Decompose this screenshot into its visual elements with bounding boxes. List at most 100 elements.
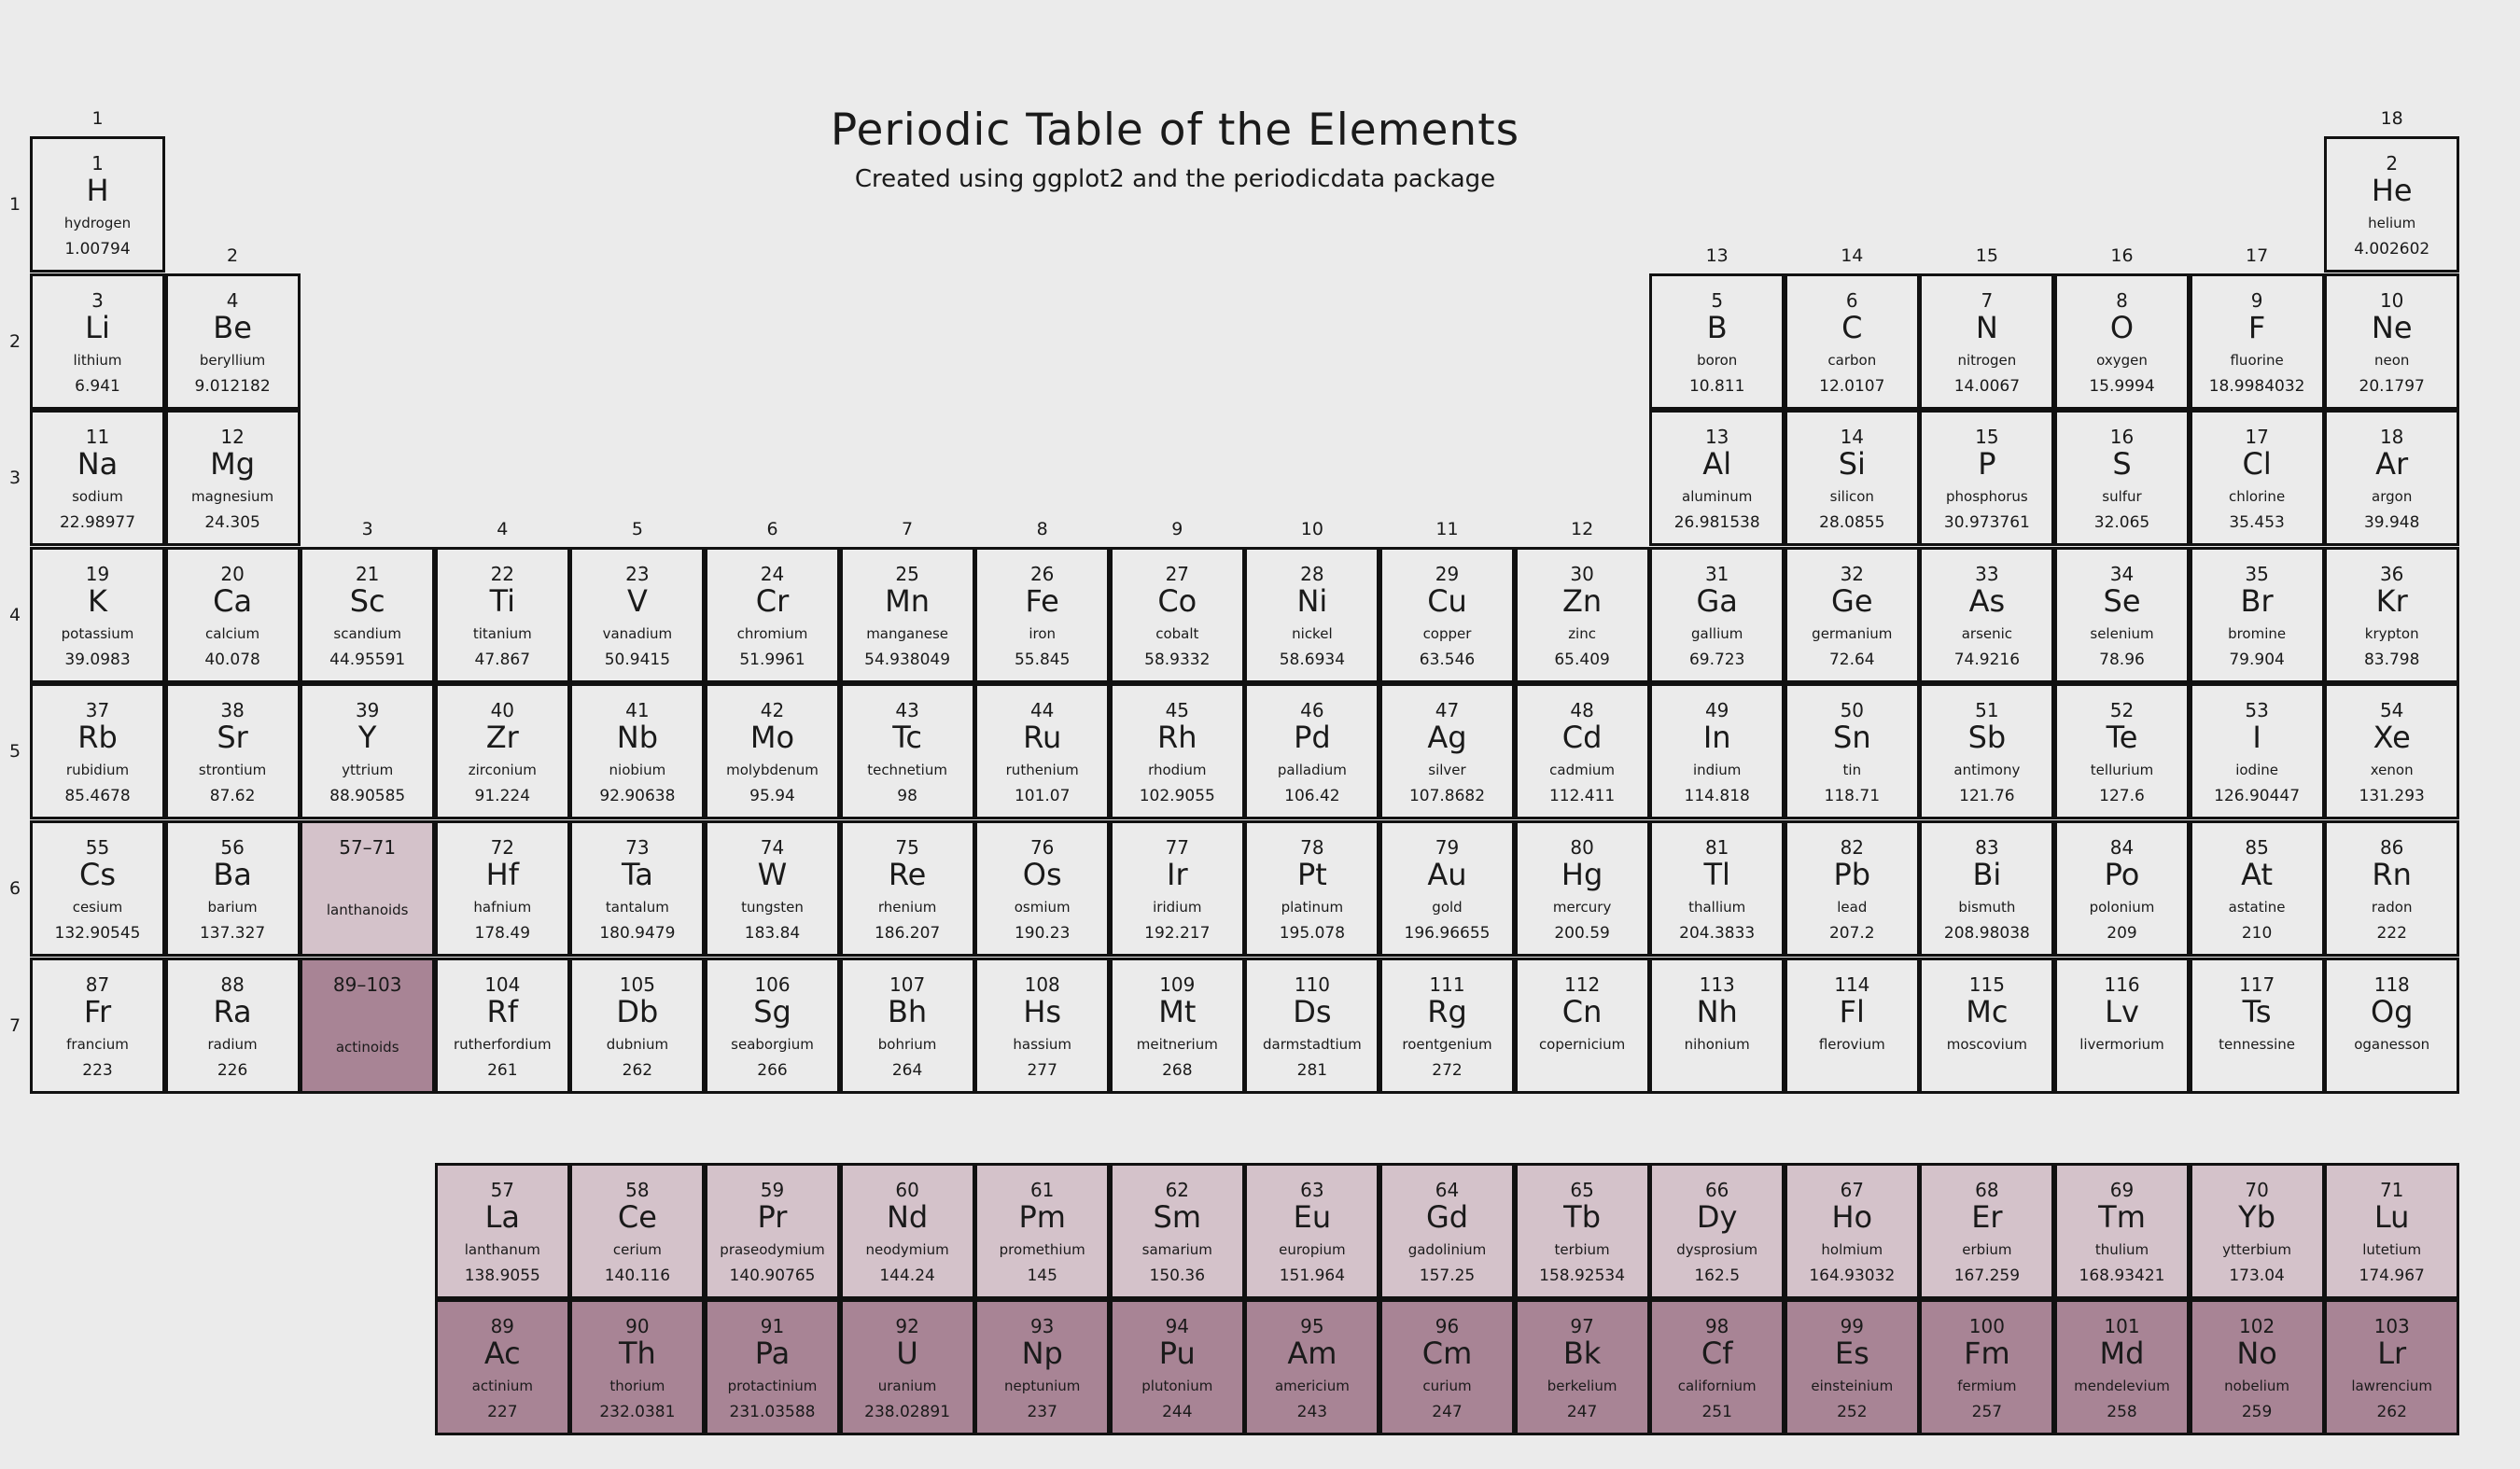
atomic-number: 85 — [2245, 836, 2269, 859]
atomic-weight: 247 — [1566, 1403, 1598, 1421]
atomic-number: 27 — [1165, 562, 1190, 585]
element-cell-plutonium: 94 Pu plutonium 244 — [1109, 1299, 1245, 1435]
element-name: copper — [1422, 624, 1472, 642]
element-cell-tellurium: 52 Te tellurium 127.6 — [2054, 683, 2190, 820]
element-cell-bromine: 35 Br bromine 79.904 — [2189, 546, 2325, 683]
atomic-number: 33 — [1975, 562, 1999, 585]
element-cell-erbium: 68 Er erbium 167.259 — [1919, 1163, 2055, 1299]
group-label-8: 8 — [1036, 518, 1048, 539]
element-cell-manganese: 25 Mn manganese 54.938049 — [839, 546, 975, 683]
atomic-number: 57–71 — [339, 836, 397, 859]
element-cell-cerium: 58 Ce cerium 140.116 — [569, 1163, 706, 1299]
element-name: flerovium — [1818, 1035, 1885, 1053]
atomic-weight: 35.453 — [2229, 513, 2285, 533]
element-symbol: Ge — [1831, 582, 1873, 619]
atomic-number: 44 — [1029, 699, 1055, 722]
element-cell-palladium: 46 Pd palladium 106.42 — [1244, 683, 1380, 820]
element-cell-tin: 50 Sn tin 118.71 — [1784, 683, 1920, 820]
element-symbol: Mc — [1966, 993, 2009, 1029]
element-symbol: Lr — [2377, 1336, 2407, 1371]
element-symbol: Cn — [1561, 993, 1603, 1029]
element-name: radium — [207, 1035, 258, 1053]
atomic-weight: 196.96655 — [1404, 924, 1491, 943]
page-subtitle: Created using ggplot2 and the periodicda… — [854, 165, 1496, 193]
atomic-number: 2 — [2386, 152, 2399, 175]
group-label-1: 1 — [91, 108, 104, 129]
element-symbol: Mt — [1158, 993, 1197, 1029]
element-name: carbon — [1827, 351, 1877, 369]
period-label-4: 4 — [8, 604, 21, 625]
element-symbol: Th — [618, 1336, 656, 1371]
element-name: boron — [1697, 351, 1738, 369]
element-cell-rutherfordium: 104 Rf rutherfordium 261 — [434, 957, 570, 1094]
element-symbol: Ti — [489, 582, 516, 619]
element-cell-dysprosium: 66 Dy dysprosium 162.5 — [1649, 1163, 1785, 1299]
atomic-number: 17 — [2245, 426, 2269, 449]
atomic-number: 86 — [2379, 836, 2404, 859]
atomic-weight: 63.546 — [1419, 650, 1476, 669]
atomic-number: 81 — [1704, 836, 1729, 859]
element-name: chromium — [736, 624, 808, 642]
element-cell-sodium: 11 Na sodium 22.98977 — [30, 410, 165, 547]
atomic-number: 113 — [1699, 972, 1735, 996]
atomic-weight: 178.49 — [474, 924, 531, 943]
atomic-weight: 118.71 — [1824, 787, 1881, 806]
atomic-weight: 208.98038 — [1943, 924, 2030, 943]
element-symbol: Xe — [2373, 720, 2411, 756]
atomic-number: 100 — [1968, 1315, 2005, 1337]
atomic-number: 56 — [220, 836, 245, 859]
element-symbol: N — [1975, 309, 1998, 345]
element-cell-moscovium: 115 Mc moscovium — [1919, 957, 2055, 1094]
group-label-4: 4 — [497, 518, 509, 539]
atomic-weight: 14.0067 — [1953, 376, 2021, 396]
group-label-11: 11 — [1435, 518, 1459, 539]
atomic-weight: 257 — [1971, 1403, 2003, 1421]
element-name: lanthanum — [464, 1241, 540, 1258]
element-name: scandium — [333, 624, 401, 642]
element-symbol: Co — [1157, 582, 1197, 619]
element-name: nickel — [1292, 624, 1333, 642]
element-cell-oganesson: 118 Og oganesson — [2324, 957, 2460, 1094]
atomic-weight: 173.04 — [2229, 1266, 2285, 1285]
atomic-number: 37 — [85, 699, 110, 722]
atomic-weight: 200.59 — [1554, 924, 1610, 943]
element-cell-lutetium: 71 Lu lutetium 174.967 — [2324, 1163, 2460, 1299]
element-cell-cobalt: 27 Co cobalt 58.9332 — [1109, 546, 1245, 683]
element-name: molybdenum — [726, 762, 819, 779]
atomic-weight: 251 — [1701, 1403, 1732, 1421]
element-symbol: Sn — [1833, 720, 1871, 756]
element-cell-copper: 29 Cu copper 63.546 — [1379, 546, 1515, 683]
atomic-weight: 132.90545 — [54, 924, 141, 943]
element-symbol: O — [2109, 309, 2135, 345]
element-name: dubnium — [606, 1035, 669, 1053]
element-symbol: At — [2241, 857, 2274, 892]
element-symbol: P — [1978, 446, 1996, 483]
atomic-number: 21 — [355, 562, 380, 585]
element-cell-einsteinium: 99 Es einsteinium 252 — [1784, 1299, 1920, 1435]
atomic-weight: 261 — [487, 1060, 518, 1080]
element-cell-xenon: 54 Xe xenon 131.293 — [2324, 683, 2460, 820]
atomic-weight: 223 — [82, 1060, 113, 1080]
atomic-number: 14 — [1840, 426, 1865, 449]
atomic-number: 35 — [2245, 562, 2269, 585]
atomic-weight: 102.9055 — [1139, 787, 1215, 806]
element-name: tennessine — [2219, 1035, 2296, 1053]
element-name: thorium — [609, 1378, 665, 1394]
atomic-number: 16 — [2109, 426, 2135, 449]
element-name: silicon — [1829, 488, 1874, 506]
element-name: dysprosium — [1676, 1241, 1758, 1258]
element-name: aluminum — [1682, 488, 1753, 506]
element-name: californium — [1677, 1378, 1757, 1394]
atomic-number: 103 — [2373, 1315, 2410, 1337]
element-name: tin — [1842, 762, 1862, 779]
element-symbol: Br — [2240, 582, 2274, 619]
element-cell-lithium: 3 Li lithium 6.941 — [30, 273, 165, 410]
element-cell-europium: 63 Eu europium 151.964 — [1244, 1163, 1380, 1299]
atomic-weight: 168.93421 — [2079, 1266, 2165, 1285]
atomic-number: 108 — [1024, 972, 1060, 996]
element-name: lead — [1837, 899, 1868, 916]
element-cell-gallium: 31 Ga gallium 69.723 — [1649, 546, 1785, 683]
